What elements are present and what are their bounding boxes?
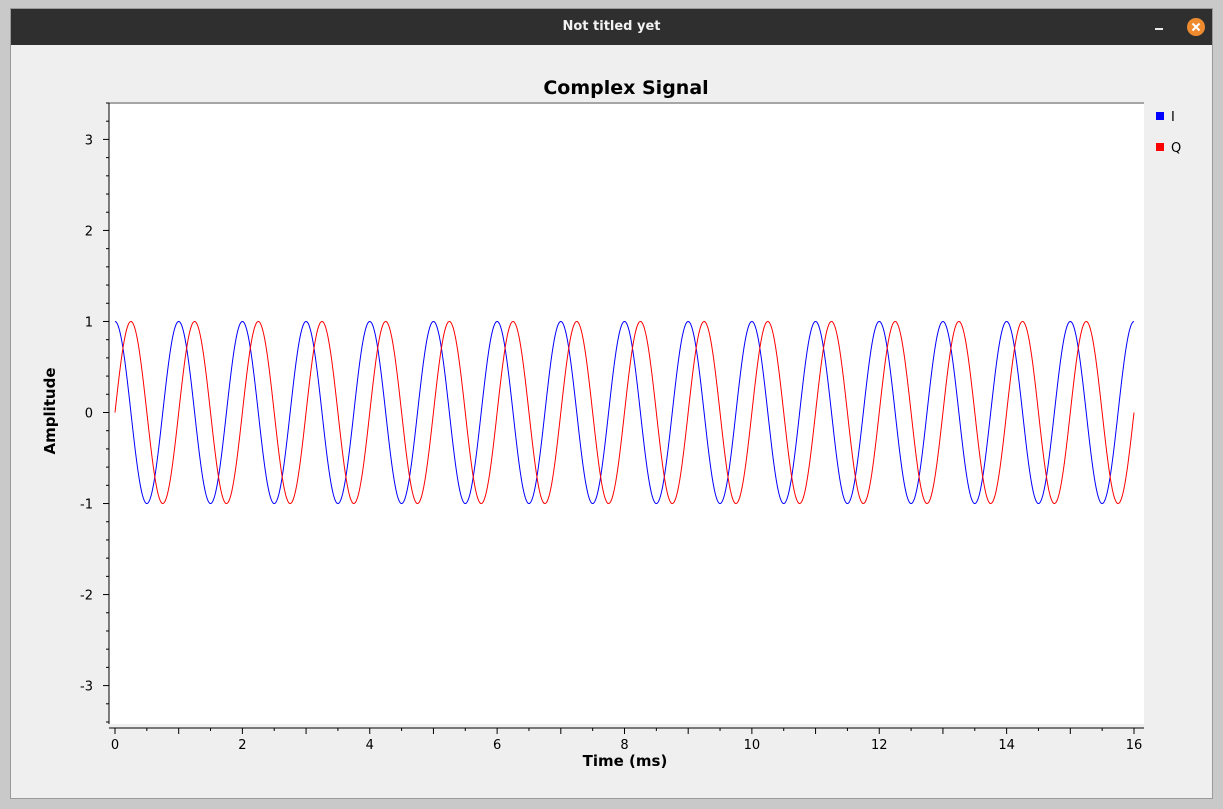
y-tick-label: -1 [80,498,93,513]
y-tick-label: 2 [85,224,93,239]
x-tick-label: 8 [620,738,628,753]
chart-title: Complex Signal [543,77,708,99]
y-tick-label: -3 [80,680,93,695]
y-axis: -3 -2 -1 0 1 2 3 [80,102,110,724]
legend-label-i: I [1171,110,1175,125]
plot-canvas [109,102,1144,724]
x-axis: 0 2 4 6 8 10 12 14 16 [109,727,1144,753]
close-icon[interactable] [1187,18,1205,36]
curves-group [114,320,1135,505]
x-tick-label: 4 [366,738,374,753]
y-tick-label: 1 [85,315,93,330]
x-tick-label: 10 [744,738,761,753]
x-tick-label: 0 [111,738,119,753]
x-tick-label: 16 [1126,738,1143,753]
x-tick-label: 2 [238,738,246,753]
title-bar[interactable]: Not titled yet [11,9,1212,45]
y-tick-label: 3 [85,133,93,148]
plot-area: Complex Signal -3 -2 -1 0 1 2 3 0 2 4 6 8 10 12 14 16 … [11,45,1212,798]
series-q-line [114,320,1135,505]
x-tick-label: 6 [493,738,501,753]
x-tick-label: 12 [871,738,888,753]
window-title: Not titled yet [562,19,661,34]
minimize-icon[interactable] [1151,19,1167,35]
x-tick-label: 14 [998,738,1015,753]
y-axis-label: Amplitude [41,367,59,454]
legend-swatch-q [1156,143,1164,151]
y-tick-label: 0 [85,407,93,422]
legend-label-q: Q [1171,141,1181,156]
x-axis-label: Time (ms) [583,752,668,770]
series-i-line [114,320,1135,504]
y-tick-label: -2 [80,589,93,604]
legend: IQ [1156,110,1181,156]
app-window: Not titled yet Complex Signal -3 -2 -1 0 1 2 3… [10,8,1213,799]
legend-swatch-i [1156,112,1164,120]
